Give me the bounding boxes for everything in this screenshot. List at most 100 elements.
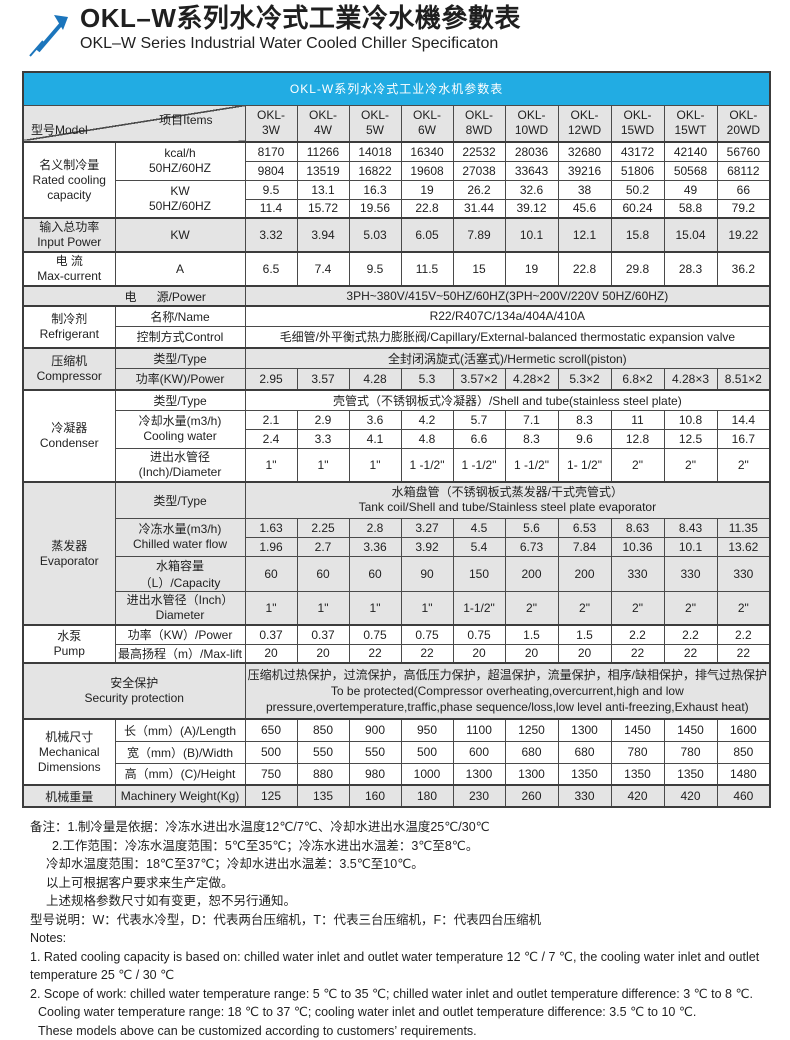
value-cell: 15.72 xyxy=(297,199,349,218)
value-cell: 42140 xyxy=(664,142,717,161)
value-cell: 3.92 xyxy=(401,537,453,556)
value-cell: 1.5 xyxy=(558,625,611,644)
value-cell: 330 xyxy=(611,556,664,591)
value-cell: 900 xyxy=(349,719,401,741)
value-cell: 10.8 xyxy=(664,410,717,429)
value-cell: 16.7 xyxy=(717,429,770,448)
value-cell: 1300 xyxy=(558,719,611,741)
value-cell: 1" xyxy=(401,591,453,625)
value-cell: 22 xyxy=(401,644,453,663)
table-row: 进出水管径（Inch）Diameter 1"1"1"1"1-1/2"2"2"2"… xyxy=(23,591,770,625)
value-cell: 2.9 xyxy=(297,410,349,429)
value-cell: 330 xyxy=(558,785,611,807)
value-cell: 1300 xyxy=(505,763,558,785)
value-cell: 1" xyxy=(245,448,297,482)
table-row: 控制方式Control 毛细管/外平衡式热力膨胀阀/Capillary/Exte… xyxy=(23,326,770,348)
value-cell: 9.5 xyxy=(349,252,401,286)
value-cell: 980 xyxy=(349,763,401,785)
note-line: 备注：1.制冷量是依据：冷冻水进出水温度12℃/7℃、冷却水进出水温度25℃/3… xyxy=(30,818,790,837)
value-cell: 31.44 xyxy=(453,199,505,218)
compressor-type-value: 全封闭涡旋式(活塞式)/Hermetic scroll(piston) xyxy=(245,348,770,368)
value-cell: 66 xyxy=(717,180,770,199)
value-cell: 32680 xyxy=(558,142,611,161)
value-cell: 19608 xyxy=(401,161,453,180)
value-cell: 2" xyxy=(611,591,664,625)
value-cell: 4.5 xyxy=(453,518,505,537)
value-cell: 6.73 xyxy=(505,537,558,556)
value-cell: 3.6 xyxy=(349,410,401,429)
value-cell: 2" xyxy=(558,591,611,625)
value-cell: 1000 xyxy=(401,763,453,785)
value-cell: 22 xyxy=(611,644,664,663)
value-cell: 7.4 xyxy=(297,252,349,286)
value-cell: 550 xyxy=(297,741,349,763)
value-cell: 6.8×2 xyxy=(611,368,664,390)
page-title: OKL–W系列水冷式工業冷水機參數表 xyxy=(80,4,521,33)
spec-table: OKL-W系列水冷式工业冷水机参数表 型号Model 项目Items OKL-3… xyxy=(22,71,771,808)
value-cell: 29.8 xyxy=(611,252,664,286)
value-cell: 79.2 xyxy=(717,199,770,218)
value-cell: 200 xyxy=(505,556,558,591)
value-cell: 3.32 xyxy=(245,218,297,252)
value-cell: 1450 xyxy=(664,719,717,741)
items-label: 项目Items xyxy=(159,111,212,128)
value-cell: 200 xyxy=(558,556,611,591)
value-cell: 330 xyxy=(664,556,717,591)
value-cell: 135 xyxy=(297,785,349,807)
value-cell: 780 xyxy=(664,741,717,763)
row-label-tank-capacity: 水箱容量（L）/Capacity xyxy=(115,556,245,591)
value-cell: 1" xyxy=(349,448,401,482)
value-cell: 13519 xyxy=(297,161,349,180)
value-cell: 600 xyxy=(453,741,505,763)
value-cell: 550 xyxy=(349,741,401,763)
value-cell: 2" xyxy=(664,591,717,625)
value-cell: 28036 xyxy=(505,142,558,161)
value-cell: 2.2 xyxy=(664,625,717,644)
value-cell: 38 xyxy=(558,180,611,199)
value-cell: 680 xyxy=(558,741,611,763)
note-line: 上述规格参数尺寸如有变更，恕不另行通知。 xyxy=(30,892,790,911)
value-cell: 10.1 xyxy=(664,537,717,556)
row-label-cond-diameter: 进出水管径(Inch)/Diameter xyxy=(115,448,245,482)
value-cell: 22.8 xyxy=(558,252,611,286)
value-cell: 12.8 xyxy=(611,429,664,448)
value-cell: 230 xyxy=(453,785,505,807)
value-cell: 1250 xyxy=(505,719,558,741)
model-column-header: OKL-12WD xyxy=(558,105,611,142)
value-cell: 3.3 xyxy=(297,429,349,448)
value-cell: 1350 xyxy=(664,763,717,785)
value-cell: 4.28×2 xyxy=(505,368,558,390)
power-supply-value: 3PH~380V/415V~50HZ/60HZ(3PH~200V/220V 50… xyxy=(245,286,770,306)
value-cell: 13.1 xyxy=(297,180,349,199)
value-cell: 2.4 xyxy=(245,429,297,448)
value-cell: 7.1 xyxy=(505,410,558,429)
value-cell: 1.63 xyxy=(245,518,297,537)
value-cell: 14.4 xyxy=(717,410,770,429)
value-cell: 3.94 xyxy=(297,218,349,252)
value-cell: 9.5 xyxy=(245,180,297,199)
value-cell: 50.2 xyxy=(611,180,664,199)
row-label-length: 长（mm）(A)/Length xyxy=(115,719,245,741)
note-line: temperature 25 ℃ / 30 ℃ xyxy=(30,966,790,985)
value-cell: 1100 xyxy=(453,719,505,741)
table-row: 电源/Power 3PH~380V/415V~50HZ/60HZ(3PH~200… xyxy=(23,286,770,306)
value-cell: 32.6 xyxy=(505,180,558,199)
value-cell: 5.3 xyxy=(401,368,453,390)
row-label-comp-power: 功率(KW)/Power xyxy=(115,368,245,390)
value-cell: 1300 xyxy=(453,763,505,785)
model-items-header: 型号Model 项目Items xyxy=(23,105,245,142)
value-cell: 20 xyxy=(245,644,297,663)
value-cell: 0.37 xyxy=(245,625,297,644)
value-cell: 1480 xyxy=(717,763,770,785)
